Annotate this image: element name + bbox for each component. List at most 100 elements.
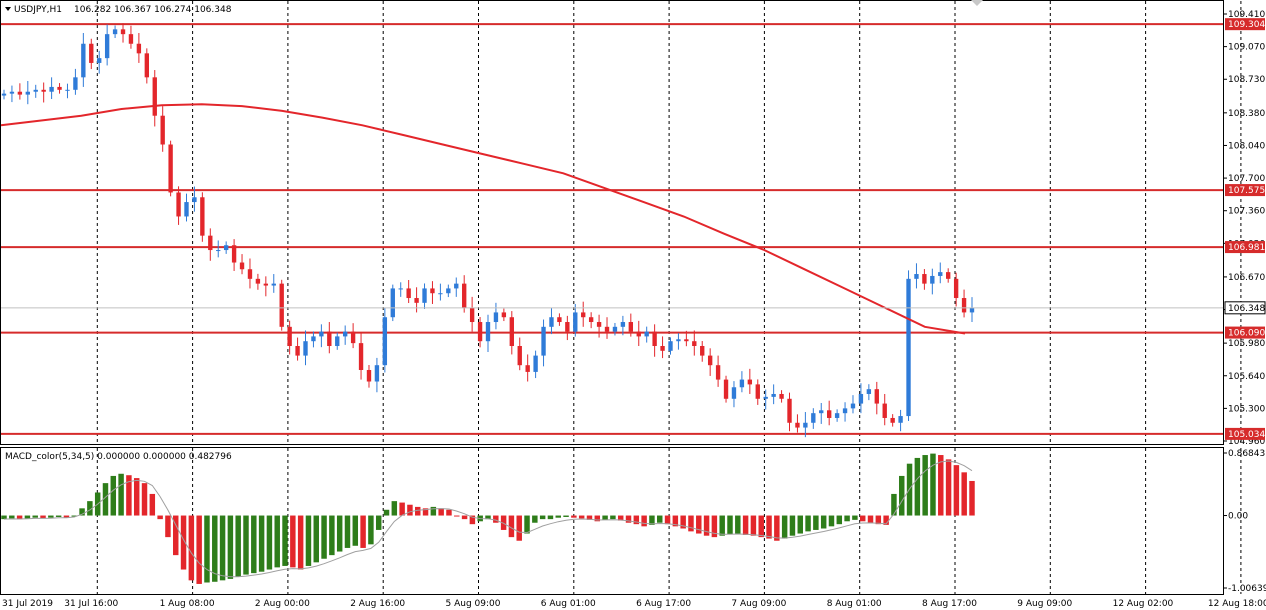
candle-body — [612, 326, 618, 332]
candle-body — [41, 89, 46, 92]
candle-body — [763, 396, 768, 399]
candle-body — [263, 283, 269, 286]
candle-body — [898, 416, 903, 423]
macd-bar — [805, 515, 811, 532]
level-tag-bg — [1225, 18, 1265, 31]
candle-body — [9, 91, 15, 94]
price-tick-label: 105.980 — [1228, 339, 1265, 349]
candle-body — [223, 245, 229, 251]
vertical-grid — [96, 1, 1242, 594]
macd-bar — [813, 515, 819, 530]
macd-bar — [133, 478, 140, 516]
candle-body — [57, 86, 62, 90]
macd-bar — [938, 455, 944, 516]
macd-bar — [719, 515, 725, 536]
price-tick-label: 105.300 — [1228, 404, 1265, 414]
macd-bar — [1, 515, 7, 520]
macd-bar — [828, 515, 835, 527]
candle-body — [596, 322, 602, 327]
macd-bar — [24, 515, 31, 519]
macd-bar — [313, 515, 319, 563]
candle-body — [969, 307, 975, 313]
candle-body — [271, 283, 276, 286]
candle-body — [771, 393, 776, 397]
macd-bar — [602, 515, 608, 520]
price-tick-label: 108.730 — [1228, 75, 1265, 85]
candle-body — [485, 322, 491, 342]
candle-body — [398, 288, 403, 290]
time-label: 31 Jul 16:00 — [64, 599, 118, 609]
candle-body — [1, 93, 7, 96]
macd-bar — [407, 504, 413, 516]
macd-bar — [321, 515, 327, 559]
candle-body — [382, 317, 388, 366]
macd-histogram — [1, 453, 975, 584]
candle-body — [890, 417, 895, 423]
candle-body — [636, 331, 641, 337]
macd-bar — [797, 515, 803, 534]
macd-axis: 0.868437 0.00 -1.00639 — [1223, 449, 1266, 594]
candle-body — [112, 29, 118, 35]
macd-bar — [914, 457, 921, 516]
candle-body — [200, 197, 205, 236]
macd-bar — [617, 515, 624, 521]
candle-body — [104, 34, 110, 59]
candle-body — [430, 288, 435, 294]
macd-bar — [696, 515, 702, 534]
macd-bar — [360, 515, 366, 548]
candle-body — [152, 77, 157, 116]
candle-body — [208, 235, 213, 251]
candle-body — [930, 275, 935, 284]
candle-body — [723, 379, 729, 399]
candle-body — [446, 288, 451, 294]
macd-bar — [649, 515, 655, 525]
candle-body — [787, 398, 792, 423]
macd-bar — [594, 515, 601, 522]
price-tick-label: 107.360 — [1228, 207, 1265, 217]
macd-bar — [899, 475, 905, 516]
time-label: 2 Aug 16:00 — [350, 599, 405, 609]
candles — [1, 23, 975, 438]
candle-body — [342, 331, 348, 337]
candle-body — [581, 312, 586, 318]
candle-body — [700, 346, 705, 356]
macd-bar — [859, 515, 866, 522]
candle-body — [866, 389, 872, 394]
macd-bar — [789, 515, 796, 536]
macd-bar — [532, 515, 538, 523]
candle-body — [906, 278, 911, 417]
macd-bar — [586, 515, 593, 520]
level-tag-bg — [1225, 184, 1265, 197]
candle-body — [795, 422, 800, 428]
macd-bar — [110, 475, 117, 516]
macd-bar — [79, 508, 85, 516]
macd-bar — [571, 515, 577, 518]
candle-body — [882, 403, 887, 418]
candle-body — [422, 288, 427, 303]
time-label: 7 Aug 09:00 — [731, 599, 786, 609]
macd-bar — [508, 515, 515, 538]
candle-body — [961, 298, 967, 313]
macd-bar — [204, 515, 210, 583]
macd-bar — [766, 515, 772, 539]
macd-bar — [399, 502, 405, 516]
time-label: 6 Aug 17:00 — [636, 599, 691, 609]
candle-body — [216, 250, 221, 252]
candle-body — [477, 322, 483, 342]
candle-body — [454, 283, 459, 289]
macd-bar — [891, 493, 897, 516]
price-axis: 109.410 109.070 108.730 108.380 108.040 107.7… — [1223, 10, 1265, 447]
candle-body — [692, 341, 697, 347]
candle-body — [128, 34, 134, 44]
macd-bar — [383, 509, 390, 516]
dropdown-triangle-icon[interactable] — [5, 7, 11, 11]
candle-body — [469, 307, 475, 323]
candle-body — [73, 77, 78, 90]
macd-bar — [344, 515, 351, 548]
candle-body — [628, 322, 634, 332]
scroll-marker-icon[interactable] — [971, 0, 983, 6]
macd-bar — [266, 515, 273, 570]
macd-bar — [391, 501, 398, 516]
macd-bar — [48, 515, 54, 518]
